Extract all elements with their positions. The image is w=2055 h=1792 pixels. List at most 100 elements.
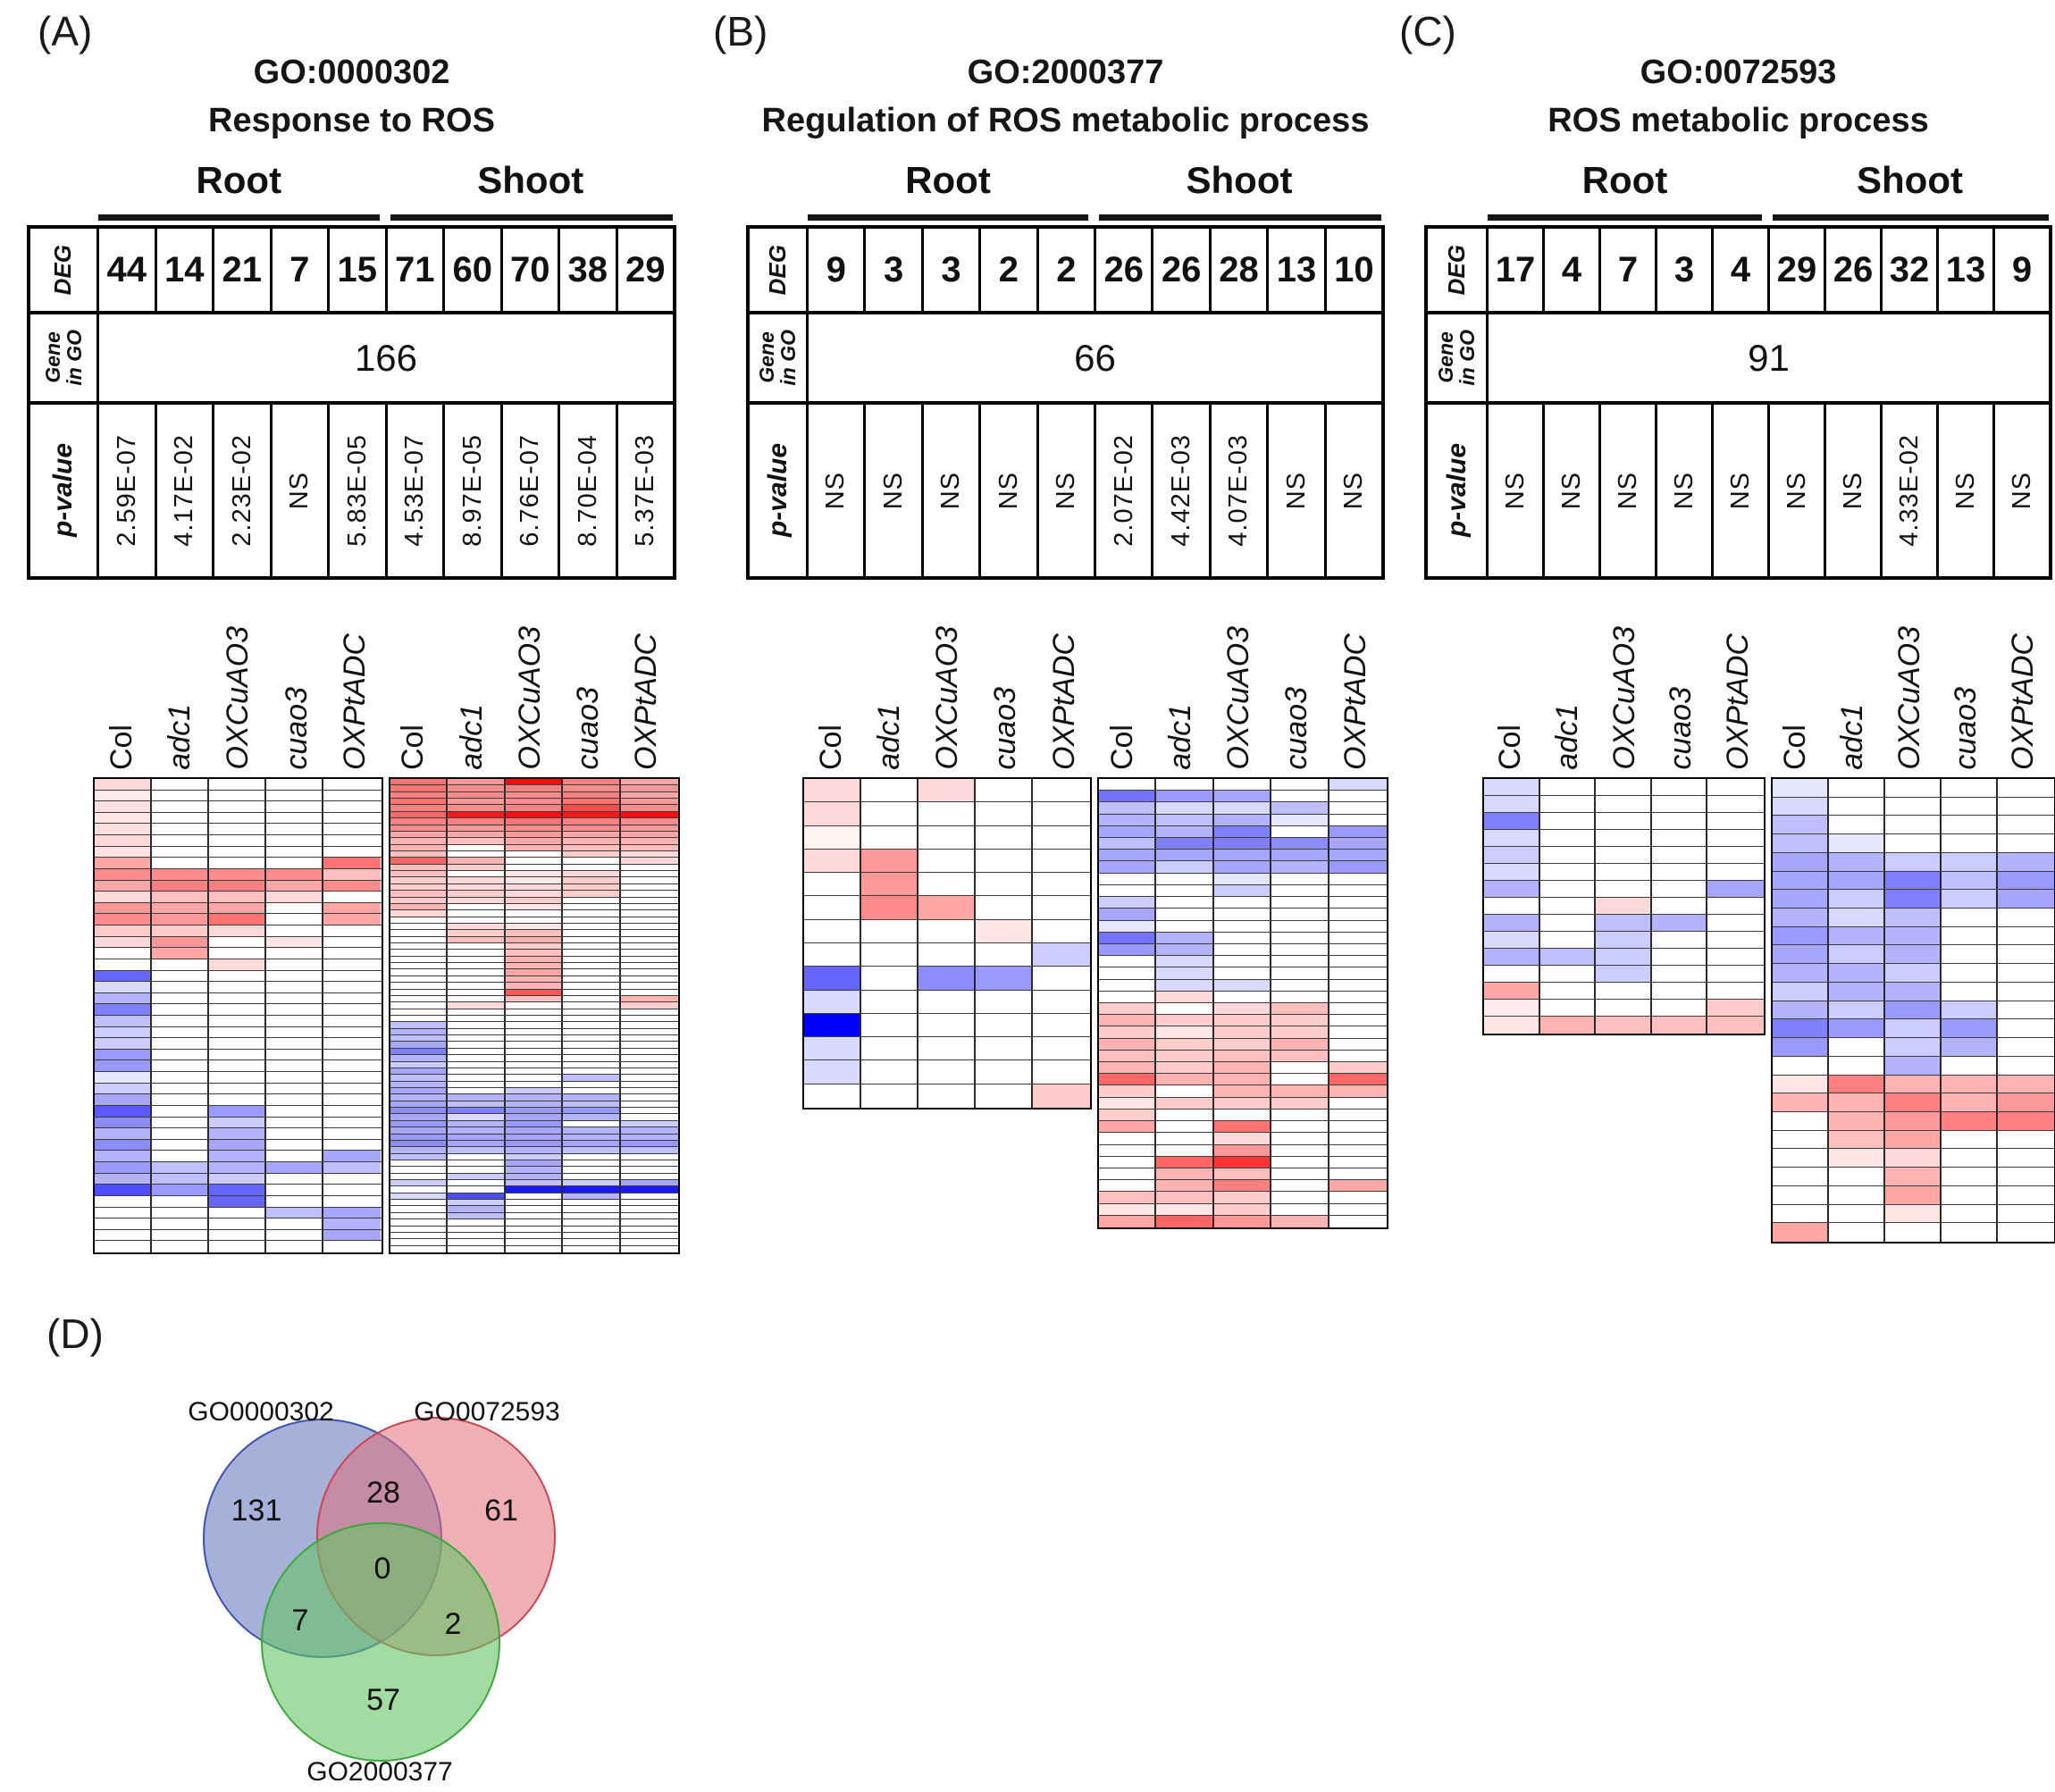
heatmap-cell <box>1596 779 1652 795</box>
heatmap-cell <box>620 1232 678 1239</box>
deg-row-header-label: DEG <box>1442 244 1470 296</box>
heatmap-cell <box>152 1015 210 1026</box>
p-value: NS <box>2007 471 2036 510</box>
heatmap-cell <box>323 801 382 812</box>
heatmap-cell <box>1596 949 1652 965</box>
heatmap-cell <box>1942 1056 1998 1075</box>
heatmap-cell <box>620 1035 678 1042</box>
heatmap-cell <box>266 925 324 936</box>
heatmap-cell <box>861 919 918 942</box>
genotype-label: cuao3 <box>977 687 1036 770</box>
heatmap-cell <box>323 914 382 925</box>
heatmap-row <box>95 1241 382 1252</box>
heatmap-cell <box>620 871 678 877</box>
heatmap-row <box>1099 1003 1387 1016</box>
genotype-label: Col <box>1767 724 1824 770</box>
heatmap-cell <box>323 1015 382 1026</box>
heatmap-cell <box>1271 1215 1329 1227</box>
gene-in-go-value: 166 <box>354 336 418 379</box>
heatmap-row <box>390 850 678 858</box>
heatmap-row <box>1773 1130 2054 1150</box>
venn-count-blue-green: 7 <box>292 1604 309 1637</box>
heatmap-row <box>390 1048 678 1056</box>
heatmap-row <box>1099 909 1387 921</box>
panel-c: GO:0072593 ROS metabolic process Root Sh… <box>1424 0 2055 1792</box>
heatmap-cell <box>1484 881 1540 897</box>
heatmap-row <box>95 880 382 892</box>
heatmap-row <box>390 1035 678 1043</box>
root-underline <box>808 214 1088 221</box>
heatmap-cell <box>976 943 1033 967</box>
genotype-label: cuao3 <box>1653 687 1710 770</box>
heatmap-cell <box>95 1241 153 1252</box>
heatmap-cell <box>1829 1111 1885 1130</box>
heatmap-cell <box>620 943 678 950</box>
heatmap-row <box>1773 1111 2054 1131</box>
heatmap-cell <box>266 902 324 914</box>
heatmap-cell <box>505 891 563 897</box>
heatmap-cell <box>390 1153 448 1160</box>
heatmap-cell <box>505 1087 563 1094</box>
heatmap-cell <box>152 1117 210 1128</box>
heatmap-cell <box>1539 932 1597 948</box>
heatmap-cell <box>209 1015 267 1026</box>
heatmap-cell <box>563 950 621 956</box>
deg-cell: 28 <box>1212 229 1270 311</box>
heatmap-cell <box>1271 861 1329 873</box>
heatmap-cell <box>1329 884 1387 897</box>
deg-cell: 10 <box>1327 229 1381 311</box>
heatmap-cell <box>620 1061 678 1068</box>
deg-value: 13 <box>1945 249 1986 289</box>
heatmap-cell <box>1099 1180 1157 1192</box>
p-value: 5.37E-03 <box>631 434 660 547</box>
gene-in-go-value: 66 <box>1074 336 1116 379</box>
heatmap-cell <box>152 1072 210 1083</box>
deg-value: 38 <box>567 249 608 289</box>
heatmap-cell <box>1707 966 1764 982</box>
deg-value: 21 <box>222 249 263 289</box>
heatmap-row <box>390 1094 678 1101</box>
heatmap-cell <box>209 1083 267 1094</box>
heatmap-cell <box>861 849 918 873</box>
heatmap-cell <box>448 1232 506 1239</box>
heatmap-cell <box>1942 1019 1998 1038</box>
heatmap-cell <box>266 1173 324 1185</box>
heatmap-row <box>1484 983 1764 1000</box>
heatmap-row <box>390 1200 678 1207</box>
heatmap-cell <box>1998 834 2054 852</box>
heatmap-cell <box>976 1084 1033 1108</box>
heatmap-cell <box>563 891 621 897</box>
heatmap-cell <box>1773 1019 1829 1038</box>
venn-count-blue-only: 131 <box>231 1494 282 1528</box>
heatmap-cell <box>1942 1038 1998 1056</box>
heatmap-row <box>95 824 382 836</box>
p-value: NS <box>1613 471 1642 510</box>
heatmap-cell <box>1651 813 1708 829</box>
heatmap-cell <box>323 970 382 982</box>
heatmap-cell <box>1998 1093 2054 1111</box>
heatmap-cell <box>1651 915 1708 931</box>
heatmap-cell <box>804 967 861 990</box>
heatmap-cell <box>563 858 621 864</box>
heatmap-cell <box>1329 1050 1387 1062</box>
heatmap-cell <box>152 1162 210 1173</box>
heatmap-cell <box>1773 945 1829 964</box>
heatmap-row <box>804 990 1090 1014</box>
genotype-label: cuao3 <box>1938 687 1995 770</box>
heatmap-cell <box>1484 864 1540 880</box>
heatmap-cell <box>1156 1003 1214 1015</box>
shoot-heatmap <box>1771 777 2055 1244</box>
heatmap-cell <box>505 1200 563 1206</box>
heatmap-row <box>390 1075 678 1082</box>
heatmap-cell <box>1329 838 1387 850</box>
heatmap-cell <box>861 1037 918 1060</box>
genotype-label: adc1 <box>1539 704 1597 770</box>
heatmap-cell <box>1329 967 1387 979</box>
heatmap-cell <box>209 1026 267 1038</box>
p-value: 8.70E-04 <box>573 434 602 547</box>
heatmap-cell <box>563 1068 621 1075</box>
heatmap-cell <box>1773 1075 1829 1093</box>
heatmap-row <box>390 1193 678 1201</box>
heatmap-cell <box>209 1128 267 1139</box>
heatmap-cell <box>95 1049 153 1060</box>
